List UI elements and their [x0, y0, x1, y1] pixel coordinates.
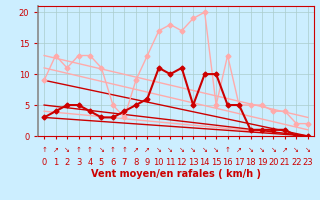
- Text: 9: 9: [145, 158, 150, 167]
- Text: 14: 14: [199, 158, 210, 167]
- Text: ↘: ↘: [190, 147, 196, 153]
- Text: ↑: ↑: [122, 147, 127, 153]
- Text: ↘: ↘: [270, 147, 276, 153]
- Text: ↗: ↗: [53, 147, 59, 153]
- Text: ↘: ↘: [64, 147, 70, 153]
- Text: 12: 12: [177, 158, 187, 167]
- X-axis label: Vent moyen/en rafales ( km/h ): Vent moyen/en rafales ( km/h ): [91, 169, 261, 179]
- Text: 17: 17: [234, 158, 244, 167]
- Text: 0: 0: [42, 158, 47, 167]
- Text: 20: 20: [268, 158, 279, 167]
- Text: 15: 15: [211, 158, 221, 167]
- Text: ↘: ↘: [305, 147, 311, 153]
- Text: ↘: ↘: [167, 147, 173, 153]
- Text: 3: 3: [76, 158, 81, 167]
- Text: 6: 6: [110, 158, 116, 167]
- Text: 2: 2: [64, 158, 70, 167]
- Text: 10: 10: [154, 158, 164, 167]
- Text: 22: 22: [291, 158, 302, 167]
- Text: 7: 7: [122, 158, 127, 167]
- Text: ↘: ↘: [248, 147, 253, 153]
- Text: ↗: ↗: [236, 147, 242, 153]
- Text: ↘: ↘: [179, 147, 185, 153]
- Text: ↑: ↑: [76, 147, 82, 153]
- Text: ↘: ↘: [259, 147, 265, 153]
- Text: ↑: ↑: [41, 147, 47, 153]
- Text: 13: 13: [188, 158, 198, 167]
- Text: ↗: ↗: [144, 147, 150, 153]
- Text: ↑: ↑: [225, 147, 230, 153]
- Text: 4: 4: [87, 158, 92, 167]
- Text: ↗: ↗: [133, 147, 139, 153]
- Text: ↗: ↗: [282, 147, 288, 153]
- Text: ↘: ↘: [213, 147, 219, 153]
- Text: 18: 18: [245, 158, 256, 167]
- Text: 8: 8: [133, 158, 139, 167]
- Text: ↘: ↘: [202, 147, 208, 153]
- Text: 11: 11: [165, 158, 175, 167]
- Text: ↘: ↘: [99, 147, 104, 153]
- Text: 23: 23: [302, 158, 313, 167]
- Text: 5: 5: [99, 158, 104, 167]
- Text: 19: 19: [257, 158, 267, 167]
- Text: ↑: ↑: [110, 147, 116, 153]
- Text: 16: 16: [222, 158, 233, 167]
- Text: 21: 21: [280, 158, 290, 167]
- Text: ↑: ↑: [87, 147, 93, 153]
- Text: 1: 1: [53, 158, 58, 167]
- Text: ↘: ↘: [293, 147, 299, 153]
- Text: ↘: ↘: [156, 147, 162, 153]
